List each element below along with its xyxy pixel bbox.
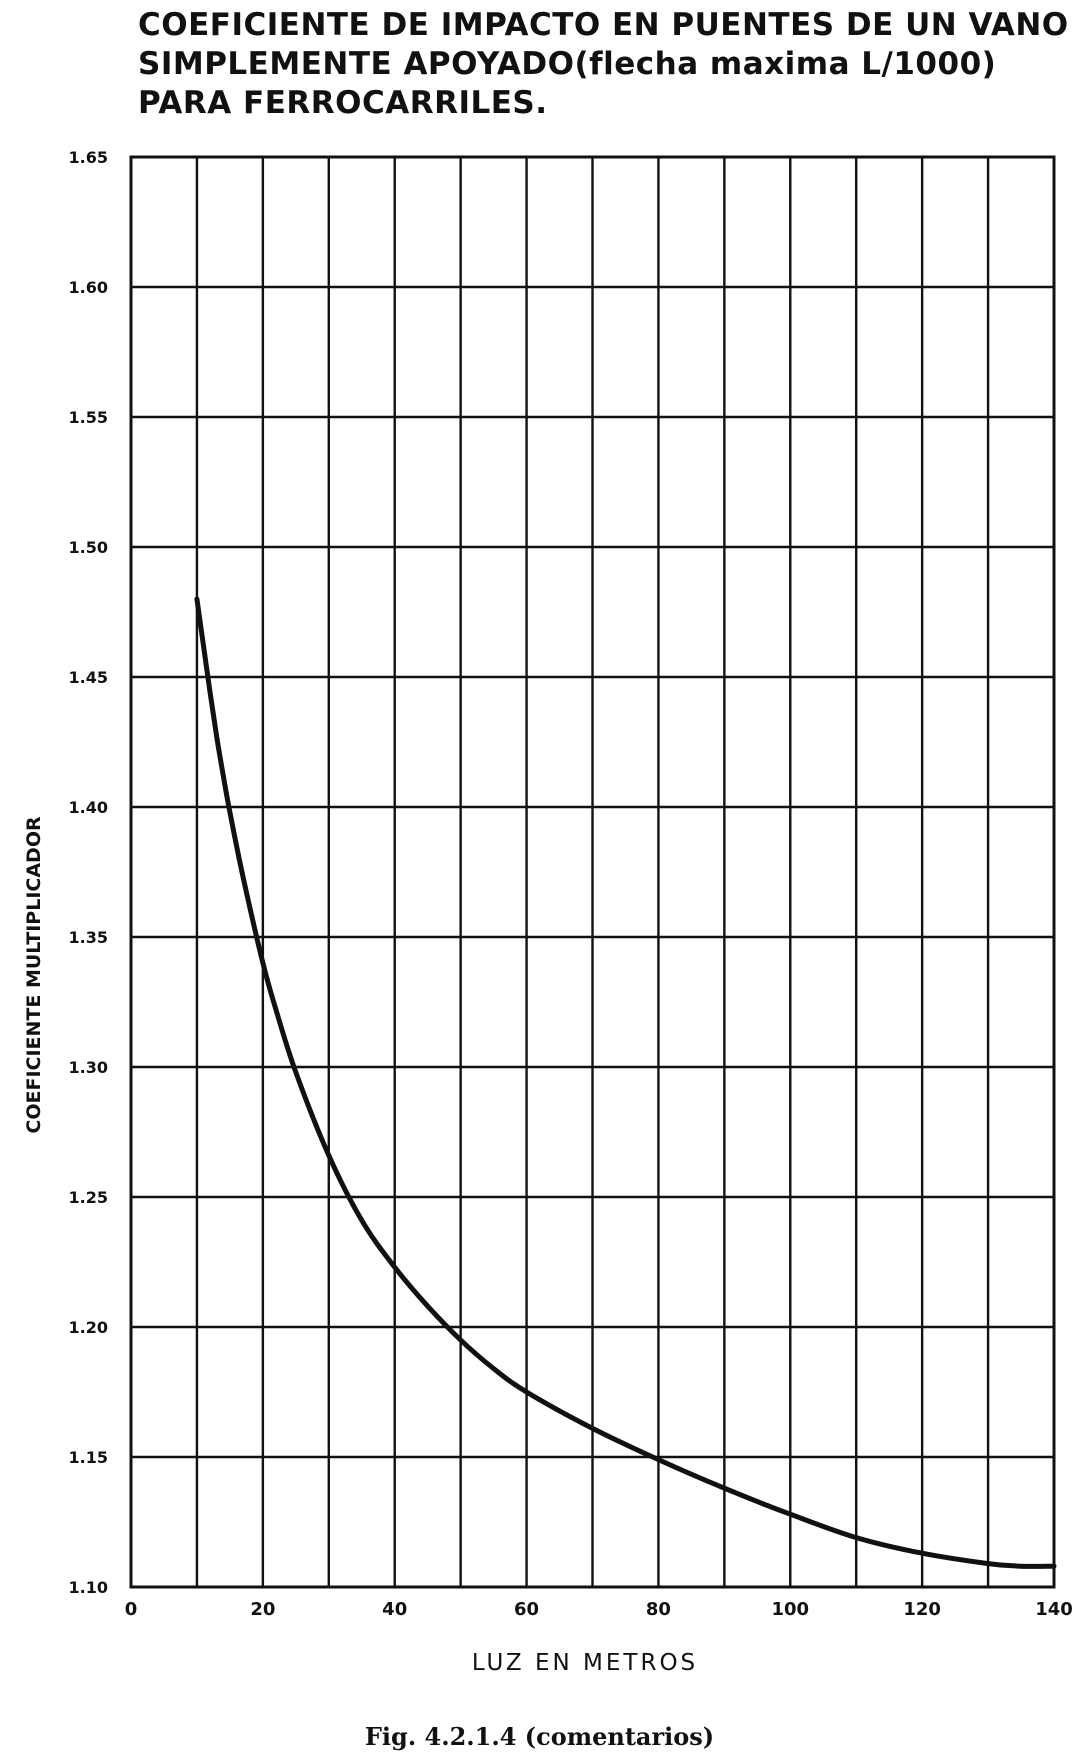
- y-tick-label: 1.40: [69, 798, 108, 817]
- y-tick-label: 1.30: [69, 1058, 108, 1077]
- x-tick-label: 40: [382, 1599, 407, 1620]
- y-tick-label: 1.35: [69, 928, 108, 947]
- y-tick-label: 1.15: [69, 1448, 108, 1467]
- y-tick-label: 1.45: [69, 668, 108, 687]
- y-axis-label: COEFICIENTE MULTIPLICADOR: [23, 816, 45, 1134]
- chart-title-line-1: COEFICIENTE DE IMPACTO EN PUENTES DE UN …: [138, 7, 1069, 43]
- figure-caption: Fig. 4.2.1.4 (comentarios): [364, 1722, 715, 1751]
- impact-coefficient-curve: [194, 596, 1057, 1569]
- grid: [129, 155, 1056, 1589]
- series-group: [194, 596, 1057, 1569]
- y-tick-label: 1.65: [69, 148, 108, 167]
- x-tick-label: 140: [1035, 1599, 1073, 1620]
- x-tick-label: 60: [514, 1599, 539, 1620]
- y-tick-label: 1.60: [69, 278, 108, 297]
- y-axis-tick-labels: 1.10 1.15 1.20 1.25 1.30 1.35 1.40 1.45 1.50 1.55…: [69, 148, 108, 1597]
- y-tick-label: 1.10: [69, 1578, 108, 1597]
- plot-frame: [129, 155, 1056, 1589]
- y-tick-label: 1.20: [69, 1318, 108, 1337]
- x-tick-label: 20: [250, 1599, 275, 1620]
- chart-title: COEFICIENTE DE IMPACTO EN PUENTES DE UN …: [138, 6, 1069, 123]
- x-tick-label: 80: [646, 1599, 671, 1620]
- line-chart: 1.10 1.15 1.20 1.25 1.30 1.35 1.40 1.45 1.50 1.55…: [23, 148, 1073, 1676]
- plot-border: [129, 155, 1056, 1589]
- x-axis-label: LUZ EN METROS: [472, 1650, 698, 1676]
- y-tick-label: 1.55: [69, 408, 108, 427]
- y-tick-label: 1.50: [69, 538, 108, 557]
- chart-title-line-3: PARA FERROCARRILES.: [138, 85, 548, 121]
- chart-title-line-2: SIMPLEMENTE APOYADO(flecha maxima L/1000…: [138, 46, 997, 82]
- y-tick-label: 1.25: [69, 1188, 108, 1207]
- x-tick-label: 120: [903, 1599, 941, 1620]
- x-tick-label: 100: [771, 1599, 809, 1620]
- x-axis-tick-labels: 0 20 40 60 80 100 120 140: [125, 1599, 1073, 1620]
- x-tick-label: 0: [125, 1599, 138, 1620]
